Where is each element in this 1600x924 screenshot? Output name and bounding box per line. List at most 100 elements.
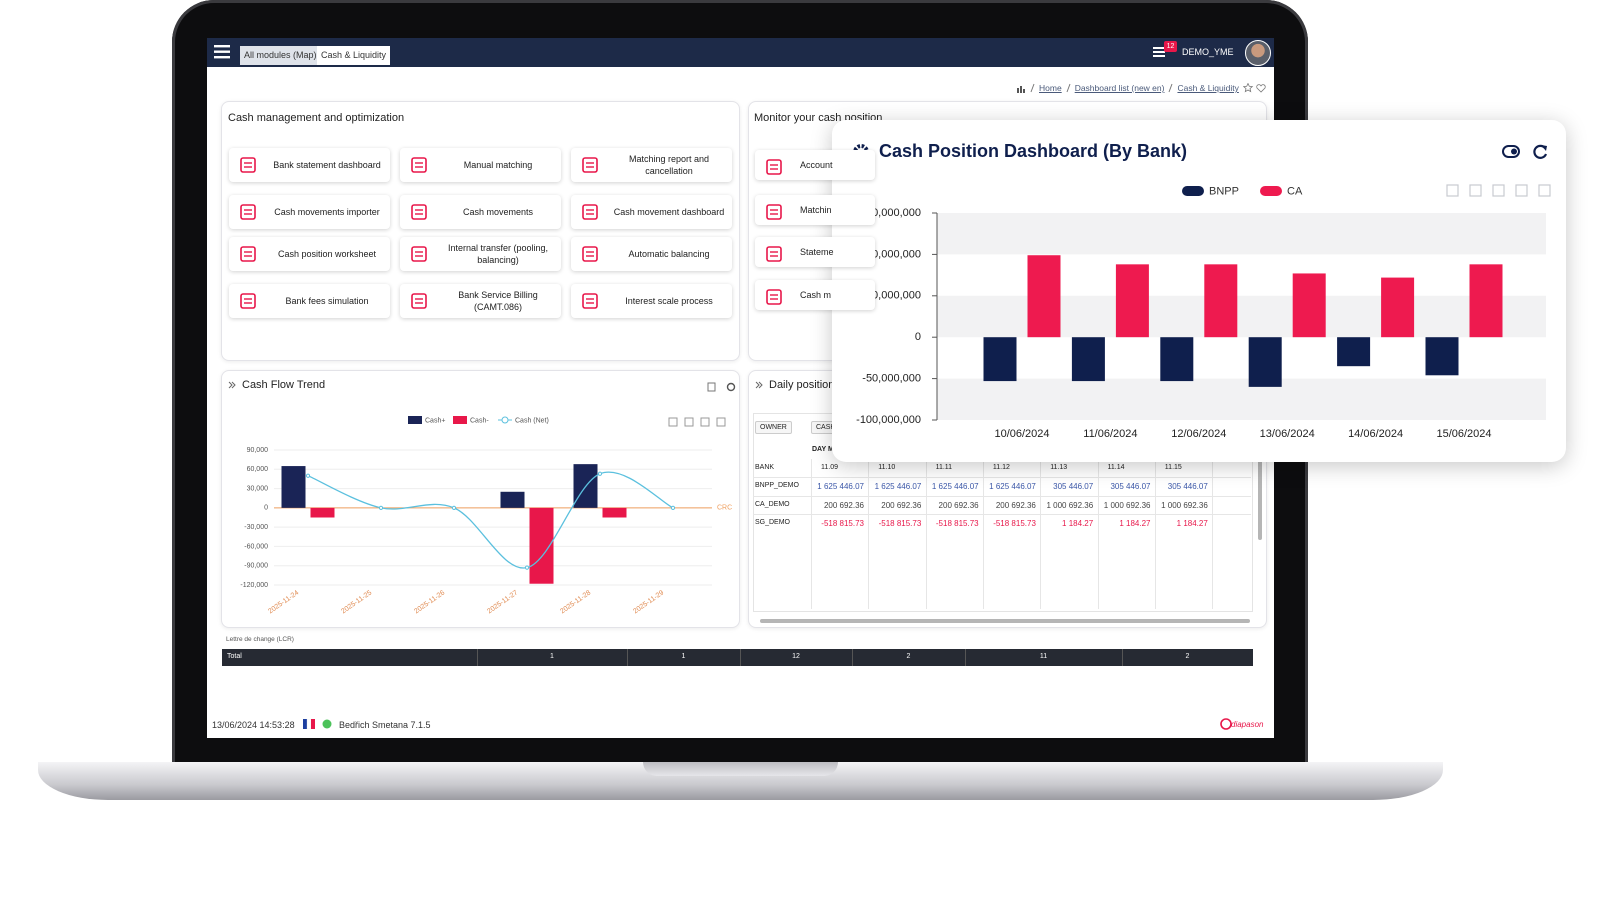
toolbar-icon[interactable] bbox=[684, 417, 694, 427]
toolbar-icon[interactable] bbox=[716, 417, 726, 427]
scrollbar[interactable] bbox=[1258, 460, 1262, 540]
chart-icon bbox=[1017, 85, 1025, 93]
tile-label: Cash movements importer bbox=[274, 207, 380, 217]
column-divider bbox=[1122, 649, 1123, 666]
toolbar-icon[interactable] bbox=[668, 417, 678, 427]
y-tick-label: -90,000 bbox=[244, 563, 268, 570]
column-divider bbox=[627, 649, 628, 666]
row-divider bbox=[753, 477, 1251, 478]
column-header: 11.10 bbox=[878, 464, 896, 471]
column-divider bbox=[965, 649, 966, 666]
toolbar-icon[interactable] bbox=[1492, 184, 1505, 197]
module-tile[interactable]: Stateme bbox=[755, 237, 875, 267]
status-dot bbox=[322, 719, 332, 729]
column-divider bbox=[868, 459, 870, 609]
y-tick-label: 90,000 bbox=[247, 447, 269, 454]
icon-shape bbox=[766, 159, 782, 175]
table-cell: 1 625 446.07 bbox=[989, 482, 1036, 491]
breadcrumb-link[interactable]: Dashboard list (new en) bbox=[1074, 83, 1165, 93]
lcr-total-row: Total 1 1 12 2 11 2 bbox=[222, 649, 1253, 666]
y-tick-label: -120,000 bbox=[240, 582, 268, 589]
filter-chip[interactable]: OWNER bbox=[755, 421, 792, 434]
breadcrumb-link[interactable]: Home bbox=[1039, 83, 1062, 93]
table-cell: -518 815.73 bbox=[993, 519, 1036, 528]
module-tile[interactable]: Matchin bbox=[755, 195, 875, 225]
toolbar-icon[interactable] bbox=[1446, 184, 1459, 197]
module-tile[interactable]: Automatic balancing bbox=[571, 237, 732, 271]
row-name: CA_DEMO bbox=[755, 500, 790, 508]
refresh-icon[interactable] bbox=[1533, 144, 1548, 159]
module-tile[interactable]: Internal transfer (pooling, balancing) bbox=[400, 237, 561, 271]
toolbar-icon[interactable] bbox=[700, 417, 710, 427]
tab-active[interactable]: Cash & Liquidity bbox=[317, 46, 391, 65]
toggle-icon[interactable] bbox=[1502, 145, 1520, 158]
user-menu[interactable]: DEMO_YME bbox=[1182, 47, 1234, 57]
line-point bbox=[524, 565, 530, 570]
row-header: BANK bbox=[755, 464, 775, 471]
row-divider bbox=[753, 495, 1251, 497]
heart[interactable] bbox=[1256, 84, 1266, 93]
module-tile[interactable]: Cash movements bbox=[400, 195, 561, 229]
module-tile[interactable]: Cash m bbox=[755, 280, 875, 310]
toolbar-icon[interactable] bbox=[1538, 184, 1551, 197]
net-line bbox=[307, 471, 674, 569]
separator bbox=[1030, 83, 1035, 93]
line-point bbox=[670, 505, 676, 510]
module-tile[interactable]: Manual matching bbox=[400, 148, 561, 182]
row-divider bbox=[753, 514, 1251, 515]
table-cell: 200 692.36 bbox=[881, 500, 922, 510]
table-cell: 305 446.07 bbox=[1110, 482, 1151, 491]
bar bbox=[1337, 337, 1371, 367]
table-cell: 200 692.36 bbox=[995, 500, 1036, 510]
legend-swatch[interactable] bbox=[1260, 186, 1282, 196]
tile-label: Manual matching bbox=[463, 160, 533, 170]
legend-swatch[interactable] bbox=[408, 416, 422, 424]
tile-icon bbox=[582, 246, 598, 262]
tab[interactable]: All modules (Map) bbox=[240, 46, 321, 65]
toggle-knob bbox=[1511, 148, 1517, 155]
column-header: 11.11 bbox=[935, 464, 953, 471]
y-tick-label: 100,000,000 bbox=[860, 248, 921, 260]
legend-label: BNPP bbox=[1209, 185, 1239, 197]
avatar[interactable] bbox=[1245, 40, 1271, 66]
toolbar-icon[interactable] bbox=[1469, 184, 1482, 197]
module-tile[interactable]: Matching report and cancellation bbox=[571, 148, 732, 182]
star[interactable] bbox=[1242, 83, 1254, 93]
column-divider bbox=[1154, 459, 1156, 609]
collapse-icon[interactable] bbox=[228, 381, 236, 389]
scrollbar[interactable] bbox=[760, 619, 1250, 623]
icon-shape bbox=[582, 157, 598, 173]
module-tile[interactable]: Cash movement dashboard bbox=[571, 195, 732, 229]
collapse-icon[interactable] bbox=[755, 381, 763, 389]
icon-shape bbox=[582, 246, 598, 262]
toolbar-icon[interactable] bbox=[1515, 184, 1528, 197]
module-tile[interactable]: Account bbox=[755, 150, 875, 180]
chart-title: Cash Position Dashboard (By Bank) bbox=[879, 141, 1187, 161]
tile-icon bbox=[766, 204, 782, 220]
tile-label: Automatic balancing bbox=[628, 249, 710, 259]
legend-swatch[interactable] bbox=[453, 416, 467, 424]
module-tile[interactable]: Bank Service Billing (CAMT.086) bbox=[400, 284, 561, 318]
lcr-title: Lettre de change (LCR) bbox=[226, 636, 294, 643]
tile-icon bbox=[766, 159, 782, 175]
breadcrumb-link[interactable]: Cash & Liquidity bbox=[1177, 83, 1239, 93]
icon-shape bbox=[240, 293, 256, 309]
module-tile[interactable]: Cash position worksheet bbox=[229, 237, 390, 271]
menu-button[interactable] bbox=[214, 45, 230, 59]
table-cell: -518 815.73 bbox=[935, 519, 979, 528]
list-icon[interactable] bbox=[1153, 47, 1165, 57]
module-tile[interactable]: Interest scale process bbox=[571, 284, 732, 318]
column-divider bbox=[1097, 459, 1099, 609]
column-divider bbox=[1040, 459, 1042, 609]
table-cell: 1 000 692.36 bbox=[1046, 500, 1094, 510]
bar bbox=[1381, 277, 1415, 338]
legend-swatch[interactable] bbox=[1182, 186, 1204, 196]
tile-icon bbox=[411, 157, 427, 173]
module-tile[interactable]: Cash movements importer bbox=[229, 195, 390, 229]
module-tile[interactable]: Bank statement dashboard bbox=[229, 148, 390, 182]
legend-label: Cash+ bbox=[425, 417, 445, 424]
tile-icon bbox=[240, 246, 256, 262]
module-tile[interactable]: Bank fees simulation bbox=[229, 284, 390, 318]
panel-icon[interactable] bbox=[707, 382, 716, 392]
refresh-icon[interactable] bbox=[726, 382, 736, 392]
